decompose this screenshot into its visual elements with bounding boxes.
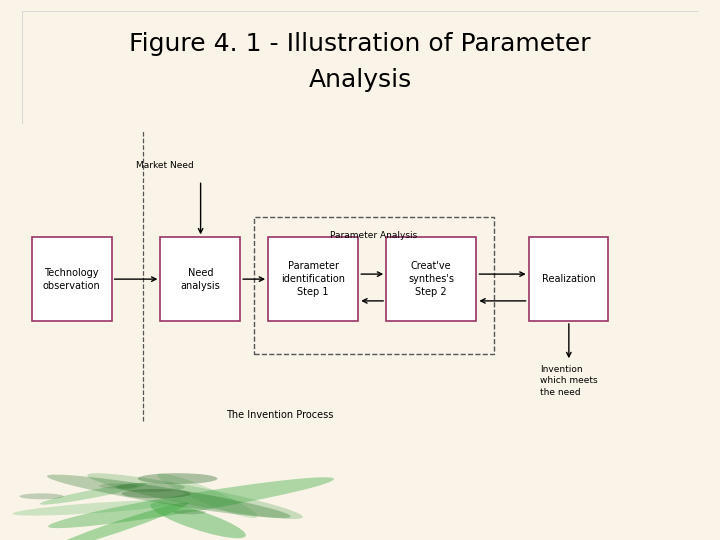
Ellipse shape (47, 502, 189, 540)
Text: Need
analysis: Need analysis (181, 268, 220, 291)
Circle shape (138, 473, 217, 484)
Text: Realization: Realization (541, 274, 595, 284)
Ellipse shape (150, 502, 246, 538)
Text: Technology
observation: Technology observation (43, 268, 101, 291)
Circle shape (173, 510, 206, 514)
Circle shape (99, 483, 138, 489)
Ellipse shape (40, 483, 147, 505)
Text: Creat've
synthes's
Step 2: Creat've synthes's Step 2 (408, 261, 454, 297)
FancyBboxPatch shape (386, 237, 477, 321)
Ellipse shape (12, 500, 183, 516)
Text: Parameter
identification
Step 1: Parameter identification Step 1 (282, 261, 345, 297)
FancyBboxPatch shape (32, 237, 112, 321)
Ellipse shape (87, 473, 303, 519)
Ellipse shape (158, 474, 257, 518)
Circle shape (122, 489, 191, 498)
Text: Parameter Analysis: Parameter Analysis (330, 231, 418, 240)
FancyBboxPatch shape (268, 237, 359, 321)
Text: Market Need: Market Need (136, 161, 194, 170)
Circle shape (116, 483, 185, 492)
Circle shape (19, 494, 63, 500)
Ellipse shape (48, 477, 334, 528)
Text: Figure 4. 1 - Illustration of Parameter
Analysis: Figure 4. 1 - Illustration of Parameter … (129, 32, 591, 91)
Text: The Invention Process: The Invention Process (226, 410, 333, 420)
FancyBboxPatch shape (528, 237, 608, 321)
Ellipse shape (47, 475, 291, 518)
FancyBboxPatch shape (161, 237, 240, 321)
Text: Invention
which meets
the need: Invention which meets the need (540, 364, 598, 397)
